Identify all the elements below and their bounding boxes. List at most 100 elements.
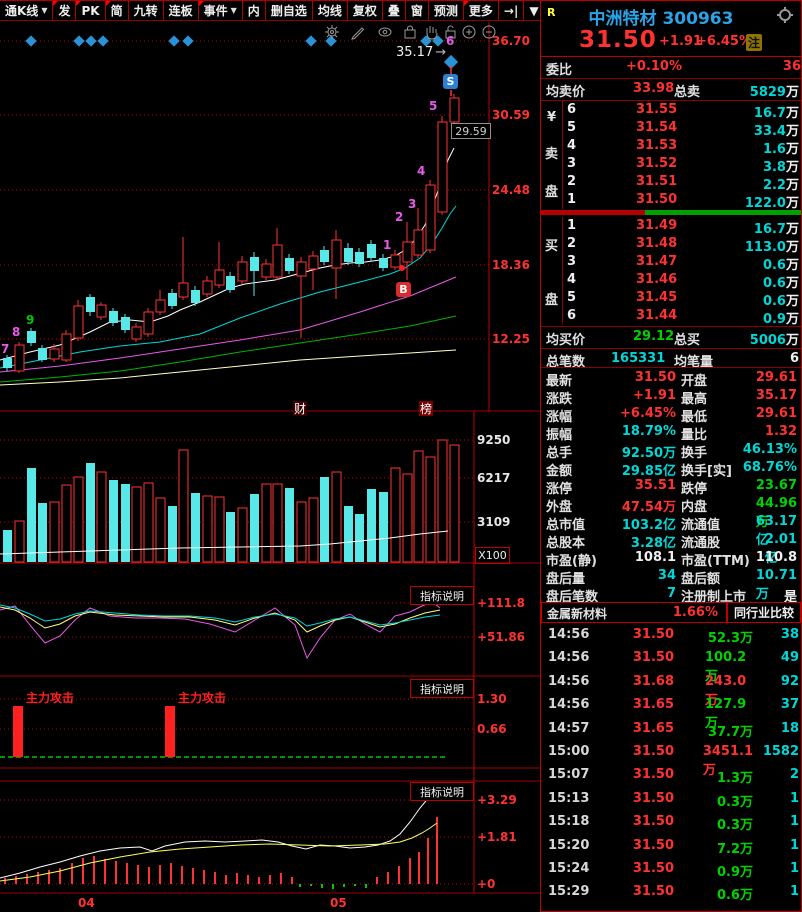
stat-label: 流通股	[681, 536, 721, 551]
stat-label: 市盈(TTM)	[681, 554, 750, 569]
td-sequence-number: 6	[446, 34, 455, 48]
main-force-attack-label: 主力攻击	[178, 691, 227, 705]
ma-line	[0, 276, 457, 373]
level-volume: 0.6万	[762, 258, 799, 273]
toolbar-item-复权[interactable]: 复权	[347, 0, 383, 20]
chart-tab-榜[interactable]: 榜	[419, 401, 433, 416]
toolbar-item-label: 叠	[387, 4, 400, 18]
volume-bar-up	[272, 483, 283, 563]
industry-bar[interactable]: 金属新材料 1.66%	[541, 602, 727, 623]
volume-bar-up	[425, 456, 436, 563]
stat-label: 最高	[681, 392, 708, 407]
indicator-help-button-3[interactable]: 指标说明	[410, 782, 474, 801]
gear-icon[interactable]	[777, 7, 793, 23]
toolbar-item-窗[interactable]: 窗	[405, 0, 429, 20]
toolbar-item-删自选[interactable]: 删自选	[265, 0, 313, 20]
hand-icon[interactable]	[423, 24, 440, 40]
zoom-in-icon[interactable]	[461, 24, 478, 40]
toolbar-item-事件[interactable]: 事件 ▼	[198, 0, 243, 20]
toolbar-item-label: 简	[110, 4, 123, 18]
volume-bar-down	[226, 512, 235, 562]
high-price-label: 35.17	[396, 45, 434, 60]
indicator3-line	[0, 822, 438, 882]
bag-icon[interactable]	[402, 24, 419, 40]
trade-volume: 3451.1万	[702, 744, 753, 778]
ma-line	[0, 349, 457, 386]
stat-value: 44.96万	[755, 496, 797, 530]
chart-tab-财[interactable]: 财	[293, 401, 307, 416]
candle-down	[320, 250, 329, 262]
toolbar-item-→|[interactable]: →|	[498, 0, 525, 20]
toolbar-item-label: ▼	[529, 3, 539, 18]
stat-value: 35.51	[634, 478, 676, 493]
toolbar-item-label: 预测	[433, 4, 458, 18]
stat-label: 外盘	[546, 500, 573, 515]
toolbar-item-九转[interactable]: 九转	[128, 0, 164, 20]
td-sequence-number: 7	[1, 342, 10, 356]
toolbar-item-发[interactable]: 发	[53, 0, 77, 20]
candle-down	[367, 244, 376, 258]
trade-count: 1582	[762, 744, 799, 759]
toolbar-item-更多[interactable]: 更多	[463, 0, 499, 20]
lock-icon[interactable]	[442, 24, 459, 40]
volume-bar-up	[131, 486, 142, 563]
td-sequence-number: 2	[395, 210, 404, 224]
gear-icon[interactable]	[324, 24, 341, 40]
toolbar-item-label: 复权	[352, 4, 377, 18]
kline-chart-canvas[interactable]	[0, 0, 540, 912]
toolbar-item-PK[interactable]: PK	[76, 0, 106, 20]
eye-icon[interactable]	[377, 24, 394, 40]
volume-bar-up	[437, 439, 448, 563]
toolbar-item-均线[interactable]: 均线	[312, 0, 348, 20]
indicator-help-button-1[interactable]: 指标说明	[410, 586, 474, 605]
pen-icon[interactable]	[350, 24, 367, 40]
stat-label: 总市值	[546, 518, 586, 533]
note-badge[interactable]: 注	[746, 34, 763, 51]
volume-bar-up	[237, 507, 248, 563]
trade-time: 15:07	[548, 767, 590, 783]
volume-bar-down	[367, 489, 376, 562]
toolbar-item-简[interactable]: 简	[105, 0, 129, 20]
candle-up	[390, 254, 401, 268]
stat-value: 18.79%	[621, 424, 676, 439]
stat-value: 2.01亿	[764, 532, 797, 566]
candle-down	[3, 358, 12, 368]
candle-up	[413, 229, 424, 256]
volume-bar-down	[250, 494, 259, 562]
toolbar-item-叠[interactable]: 叠	[382, 0, 406, 20]
stat-value: 31.50	[634, 370, 676, 385]
candle-up	[143, 311, 154, 335]
toolbar-item-预测[interactable]: 预测	[428, 0, 464, 20]
avg-sell-value: 33.98	[633, 81, 675, 96]
industry-compare-button[interactable]: 同行业比较	[727, 602, 801, 623]
stat-value: 63.17亿	[755, 514, 797, 548]
stat-label: 量比	[681, 428, 708, 443]
toolbar-item-通K线[interactable]: 通K线 ▼	[0, 0, 54, 20]
k-y-axis-label: 18.36	[492, 258, 530, 272]
stat-label: 盘后额	[681, 572, 721, 587]
toolbar-item-label: 均线	[317, 4, 342, 18]
total-sell-label: 总卖	[674, 85, 701, 100]
avg-sell-label: 均卖价	[546, 85, 586, 100]
high-price-annotation: 35.17 →	[396, 45, 446, 60]
level-price: 31.46	[636, 272, 678, 287]
x-axis-month-label: 05	[330, 896, 347, 910]
trade-price: 31.50	[632, 837, 674, 853]
zoom-out-icon[interactable]	[481, 24, 498, 40]
candle-up	[61, 333, 72, 361]
toolbar-item-连板[interactable]: 连板	[163, 0, 199, 20]
toolbar-item-label: 九转	[133, 4, 158, 18]
price-change-pct: +6.45%	[696, 34, 752, 49]
stat-label: 跌停	[681, 482, 708, 497]
stock-name: 中洲特材	[588, 9, 657, 29]
indicator-help-button-2[interactable]: 指标说明	[410, 679, 474, 698]
stat-value: 23.67	[755, 478, 797, 493]
toolbar-item-内[interactable]: 内	[242, 0, 266, 20]
indicator1-y-axis-label: +111.8	[477, 596, 526, 610]
volume-bar-down	[320, 477, 329, 562]
candle-up	[96, 304, 107, 318]
signal-diamond-icon	[168, 35, 180, 47]
level-number: 6	[567, 308, 577, 323]
chevron-down-icon: ▼	[230, 6, 237, 15]
candle-up	[425, 184, 436, 251]
